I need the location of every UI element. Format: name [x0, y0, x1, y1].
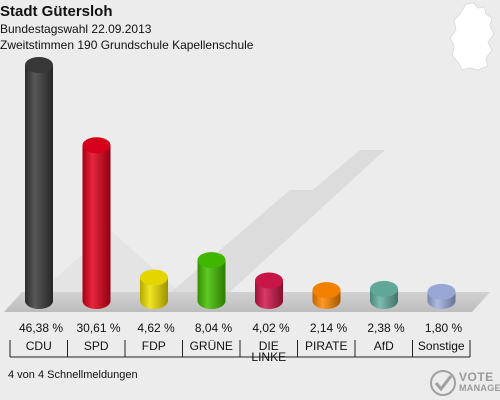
value-label: 4,62 % [137, 321, 175, 335]
bar-body [82, 145, 111, 309]
bar-top [255, 272, 283, 289]
bar-grüne [197, 252, 226, 309]
bar-top [370, 280, 398, 297]
bar-die-linke [255, 272, 283, 309]
category-label: SPD [84, 339, 109, 353]
bar-top [25, 57, 53, 73]
bar-cdu [25, 57, 53, 309]
footer-note: 4 von 4 Schnellmeldungen [8, 369, 138, 381]
chart-subtitle: Bundestagswahl 22.09.2013 [0, 22, 152, 36]
bar-body [255, 280, 283, 309]
bar-sonstige [427, 283, 456, 309]
bar-pirate [312, 282, 341, 309]
category-label: GRÜNE [190, 339, 233, 353]
category-label: CDU [26, 339, 52, 353]
chart-subtitle-secondary: Zweitstimmen 190 Grundschule Kapellensch… [0, 38, 254, 52]
logo-text-manager: MANAGER [459, 383, 500, 393]
value-label: 30,61 % [76, 321, 120, 335]
bar-body [25, 65, 53, 309]
bar-fdp [140, 269, 168, 309]
logo-text-vote: VOTE [459, 370, 494, 384]
value-label: 2,14 % [310, 321, 348, 335]
category-label: PIRATE [305, 339, 347, 353]
category-label: AfD [374, 339, 394, 353]
bar-top [82, 137, 111, 154]
category-label: FDP [142, 339, 166, 353]
value-label: 1,80 % [425, 321, 463, 335]
category-label: LINKE [251, 350, 286, 364]
bar-spd [82, 137, 111, 309]
value-label: 46,38 % [19, 321, 63, 335]
chart-title: Stadt Gütersloh [0, 3, 113, 20]
bar-afd [370, 280, 398, 309]
bg-stripe [150, 190, 315, 310]
bar-top [140, 269, 168, 286]
chart-floor [4, 292, 490, 312]
value-label: 4,02 % [252, 321, 290, 335]
germany-map-icon [449, 2, 495, 71]
value-label: 8,04 % [195, 321, 233, 335]
category-label: DIE [259, 339, 279, 353]
category-label: Sonstige [418, 339, 465, 353]
bar-body [197, 260, 226, 309]
value-label: 2,38 % [367, 321, 405, 335]
bar-top [427, 283, 456, 300]
bar-top [312, 282, 341, 299]
bar-top [197, 252, 226, 269]
bar-body [140, 277, 168, 309]
vote-manager-logo-icon [430, 370, 456, 396]
